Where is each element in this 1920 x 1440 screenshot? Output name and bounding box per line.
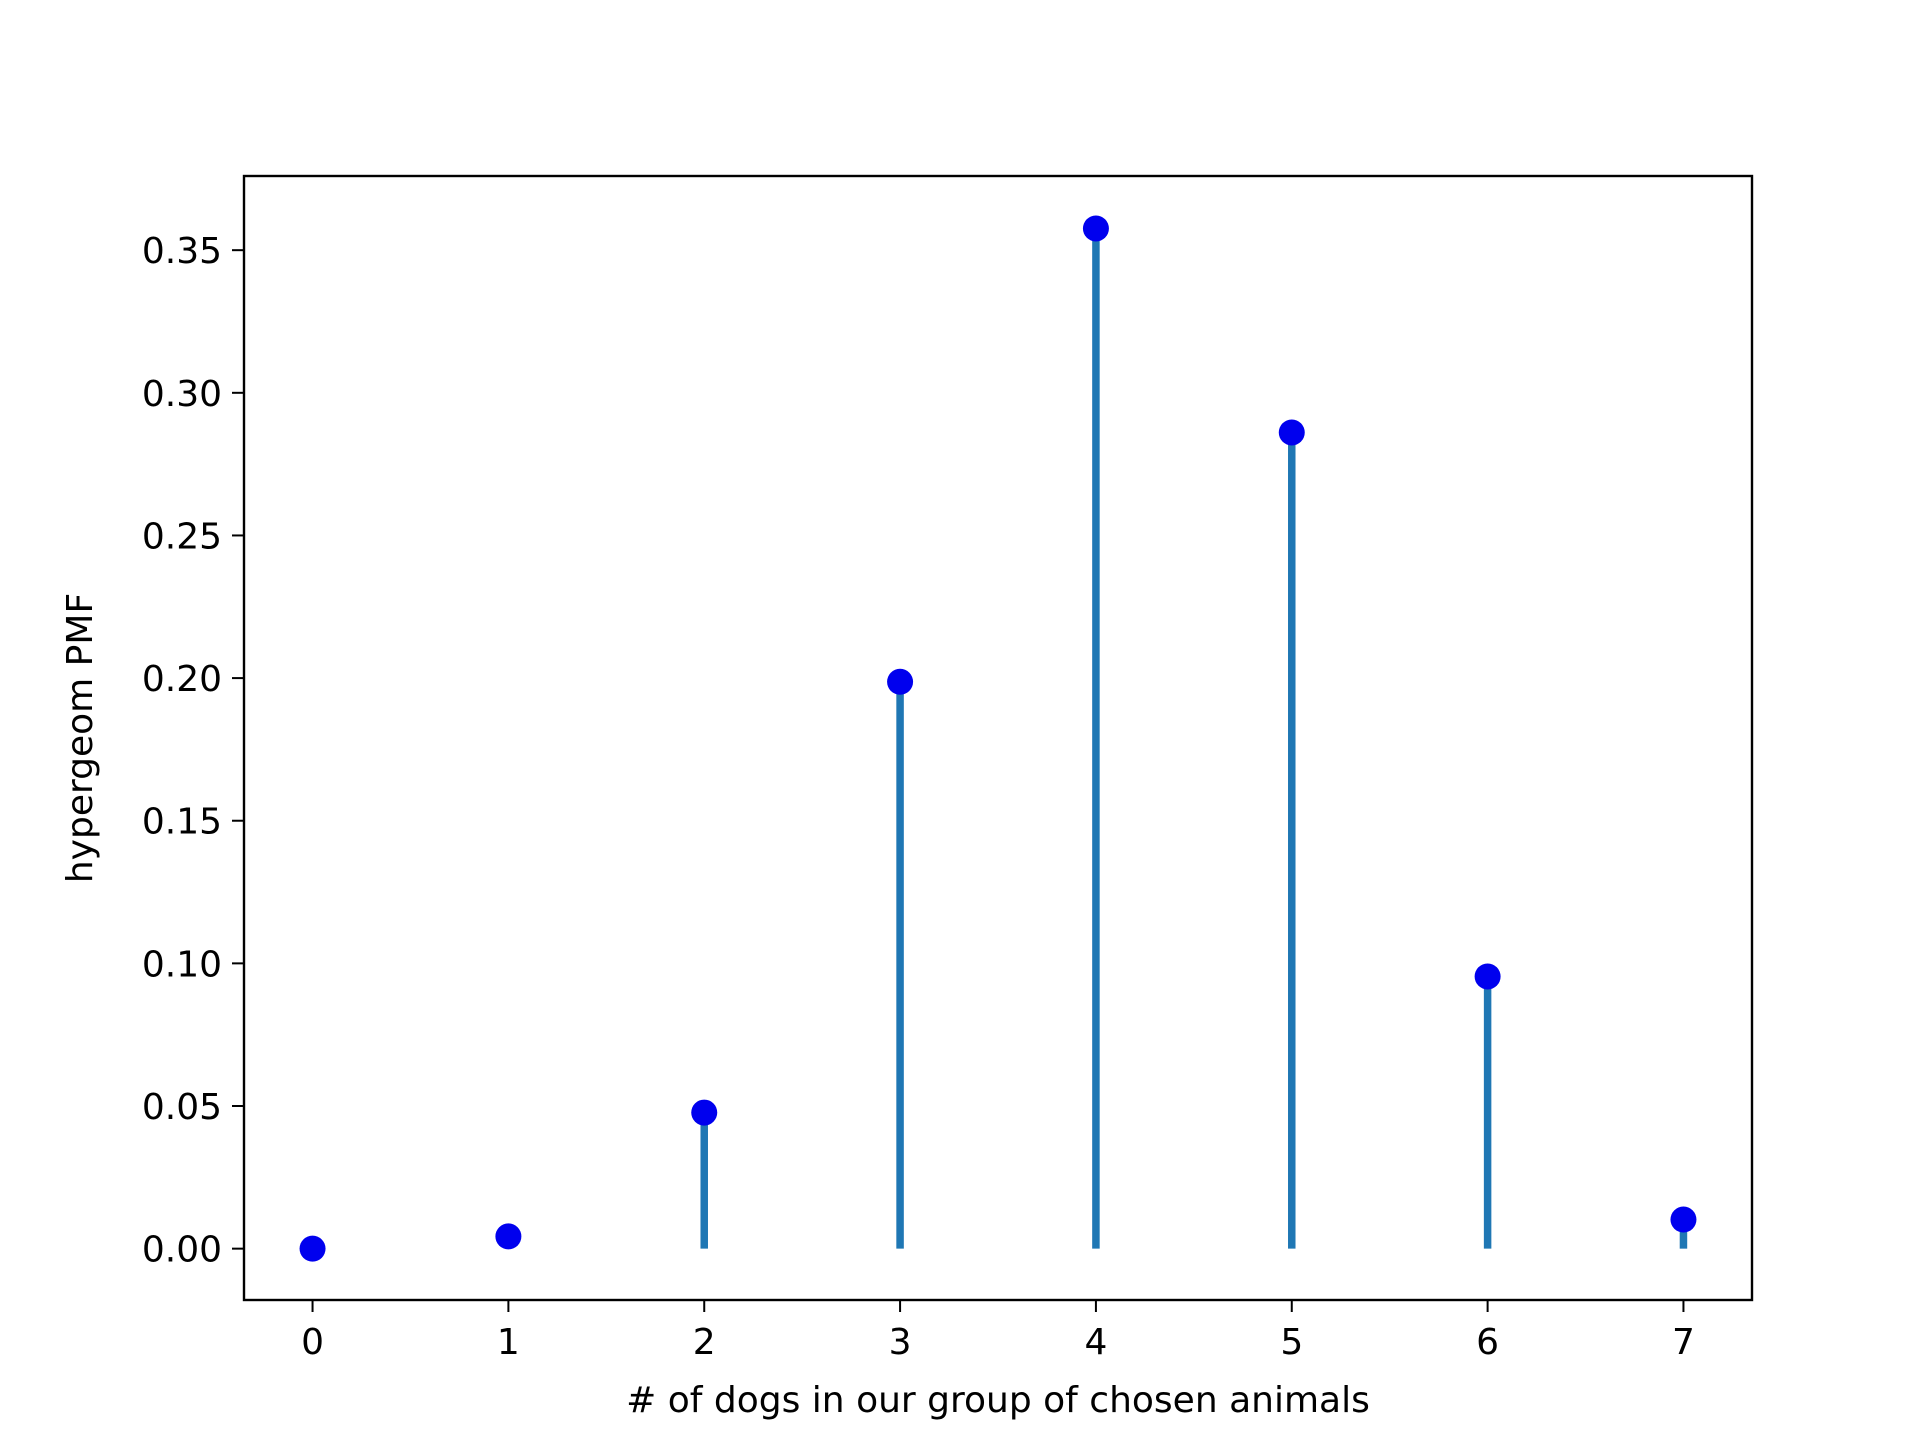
x-tick-label: 1	[497, 1322, 520, 1363]
markers-group	[299, 215, 1697, 1262]
x-tick-label: 5	[1280, 1322, 1303, 1363]
x-axis-label: # of dogs in our group of chosen animals	[626, 1380, 1370, 1421]
y-tick-label: 0.20	[142, 659, 222, 700]
data-point	[887, 668, 914, 695]
stems-group	[504, 228, 1688, 1249]
x-tick-label: 0	[301, 1322, 324, 1363]
axes-frame	[242, 174, 1754, 1302]
x-tick-label: 4	[1084, 1322, 1107, 1363]
x-tick-label: 3	[889, 1322, 912, 1363]
data-point	[1278, 419, 1305, 446]
data-point	[691, 1099, 718, 1126]
y-tick-label: 0.05	[142, 1087, 222, 1128]
x-tick-label: 2	[693, 1322, 716, 1363]
y-tick-label: 0.30	[142, 374, 222, 415]
y-axis-ticks: 0.00 0.05 0.10 0.15 0.20 0.25 0.30 0.35	[142, 231, 244, 1271]
data-point	[299, 1235, 326, 1262]
y-tick-label: 0.25	[142, 516, 222, 557]
x-tick-label: 6	[1476, 1322, 1499, 1363]
x-axis-ticks: 0 1 2 3 4 5 6 7	[301, 1300, 1695, 1363]
y-tick-label: 0.00	[142, 1230, 222, 1271]
x-tick-label: 7	[1672, 1322, 1695, 1363]
data-point	[1474, 963, 1501, 990]
data-point	[495, 1223, 522, 1250]
y-tick-label: 0.15	[142, 802, 222, 843]
y-axis-label: hypergeom PMF	[60, 593, 101, 883]
data-point	[1082, 215, 1109, 242]
y-tick-label: 0.35	[142, 231, 222, 272]
y-tick-label: 0.10	[142, 944, 222, 985]
data-point	[1670, 1206, 1697, 1233]
